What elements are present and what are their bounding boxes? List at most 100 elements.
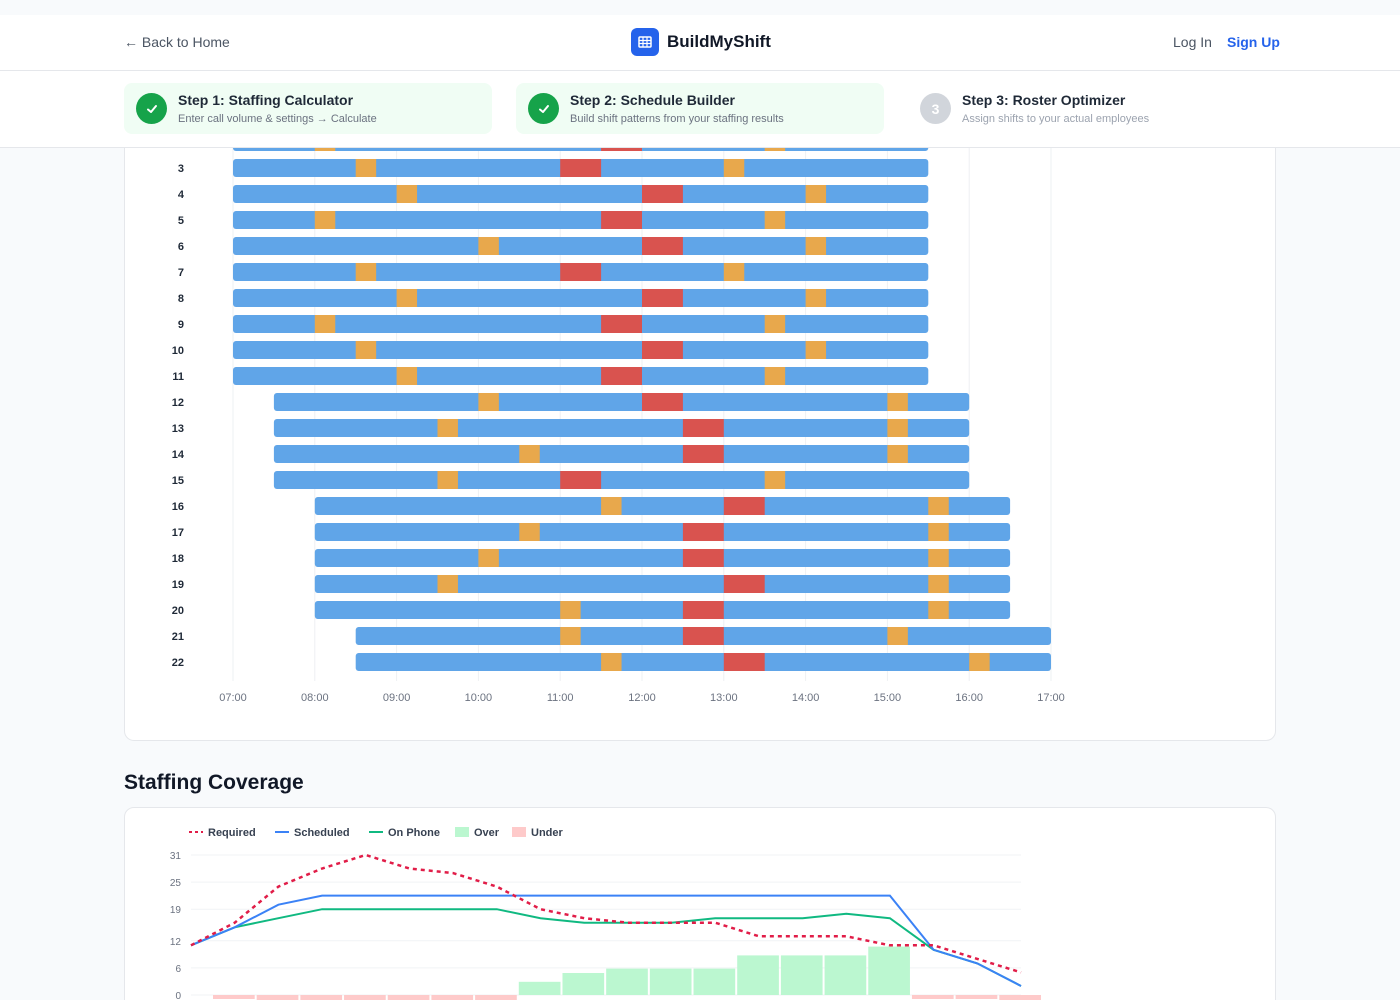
break-block [355, 263, 377, 281]
break-block [764, 211, 786, 229]
step-title: Step 2: Schedule Builder [570, 92, 735, 108]
agent-label: 20 [172, 605, 184, 617]
legend-swatch-over [455, 827, 469, 837]
shift-bar [273, 393, 970, 411]
time-tick-label: 17:00 [1037, 692, 1065, 704]
step-subtitle: Enter call volume & settings → Calculate [178, 113, 377, 125]
break-block [887, 627, 908, 645]
agent-label: 11 [172, 371, 184, 383]
agent-label: 22 [172, 657, 184, 669]
over-bar [737, 955, 779, 995]
shift-bar [314, 601, 1011, 619]
agent-label: 13 [172, 423, 184, 435]
break-block [396, 367, 418, 385]
brand[interactable]: BuildMyShift [631, 28, 771, 56]
shift-bar [233, 315, 929, 333]
agent-label: 12 [172, 397, 184, 409]
break-block [928, 575, 949, 593]
time-tick-label: 16:00 [955, 692, 983, 704]
shift-bar [273, 471, 970, 489]
lunch-block [560, 159, 602, 177]
time-tick-label: 09:00 [383, 692, 411, 704]
under-bar [911, 995, 954, 999]
step-title: Step 1: Staffing Calculator [178, 92, 354, 108]
break-block [805, 237, 827, 255]
agent-label: 9 [178, 319, 184, 331]
legend-label: Scheduled [294, 827, 350, 839]
over-bar [868, 946, 910, 995]
break-block [519, 445, 540, 463]
check-icon [136, 93, 167, 124]
lunch-block [682, 419, 724, 437]
y-tick-label: 12 [170, 937, 182, 948]
time-tick-label: 11:00 [547, 692, 574, 704]
signup-link[interactable]: Sign Up [1227, 34, 1280, 50]
step-roster-optimizer[interactable]: 3 Step 3: Roster Optimizer Assign shifts… [908, 83, 1276, 134]
top-strip [0, 0, 1400, 15]
agent-label: 15 [172, 475, 184, 487]
agent-label: 16 [172, 501, 184, 513]
break-block [764, 471, 786, 489]
step-staffing-calculator[interactable]: Step 1: Staffing Calculator Enter call v… [124, 83, 492, 134]
login-link[interactable]: Log In [1173, 34, 1212, 50]
agent-label: 4 [178, 189, 185, 201]
shift-bar [355, 653, 1051, 671]
coverage-title: Staffing Coverage [124, 771, 304, 794]
step-subtitle: Assign shifts to your actual employees [962, 113, 1150, 125]
agent-label: 6 [178, 241, 184, 253]
lunch-block [642, 237, 683, 255]
break-block [560, 627, 581, 645]
break-block [805, 341, 827, 359]
agent-label: 3 [178, 163, 184, 175]
time-tick-label: 10:00 [465, 692, 493, 704]
break-block [723, 159, 745, 177]
agent-label: 17 [172, 527, 184, 539]
break-block [437, 575, 458, 593]
legend-label: Under [531, 827, 564, 839]
over-bar [518, 981, 561, 995]
y-tick-label: 31 [170, 851, 182, 862]
lunch-block [642, 393, 683, 411]
under-bar [213, 995, 255, 999]
y-tick-label: 19 [170, 905, 182, 916]
lunch-block [642, 185, 683, 203]
over-bar [693, 968, 736, 995]
over-bar [562, 973, 605, 995]
check-icon [528, 93, 559, 124]
time-tick-label: 07:00 [219, 692, 247, 704]
shift-bar [273, 445, 970, 463]
shift-bar [273, 419, 970, 437]
shift-bar [233, 237, 929, 255]
agent-label: 5 [178, 215, 184, 227]
over-bar [824, 955, 867, 995]
over-bar [649, 968, 692, 995]
brand-name: BuildMyShift [667, 32, 771, 51]
shift-bar [314, 497, 1011, 515]
break-block [928, 601, 949, 619]
break-block [396, 289, 418, 307]
y-tick-label: 0 [175, 991, 181, 1000]
break-block [887, 393, 908, 411]
break-block [478, 393, 499, 411]
agent-label: 18 [172, 553, 184, 565]
shift-bar [314, 549, 1011, 567]
agent-label: 19 [172, 579, 184, 591]
required-line [190, 853, 1022, 974]
over-bar [780, 955, 823, 995]
shift-bar [314, 523, 1011, 541]
agent-label: 7 [178, 267, 184, 279]
top-nav: ← Back to Home BuildMyShift Log In Sign … [0, 15, 1400, 71]
lunch-block [682, 601, 724, 619]
shift-bar [233, 367, 929, 385]
time-tick-label: 13:00 [710, 692, 738, 704]
schedule-gantt-chart: 07:00 08:00 09:00 10:00 11:00 12:00 13:00 14:00… [172, 133, 1065, 704]
lunch-block [601, 315, 642, 333]
break-block [396, 185, 418, 203]
step-title: Step 3: Roster Optimizer [962, 92, 1126, 108]
step-schedule-builder[interactable]: Step 2: Schedule Builder Build shift pat… [516, 83, 884, 134]
break-block [887, 445, 908, 463]
shift-bar [314, 575, 1011, 593]
under-bar [387, 995, 430, 1000]
back-to-home-link[interactable]: ← Back to Home [124, 34, 230, 50]
break-block [478, 549, 499, 567]
